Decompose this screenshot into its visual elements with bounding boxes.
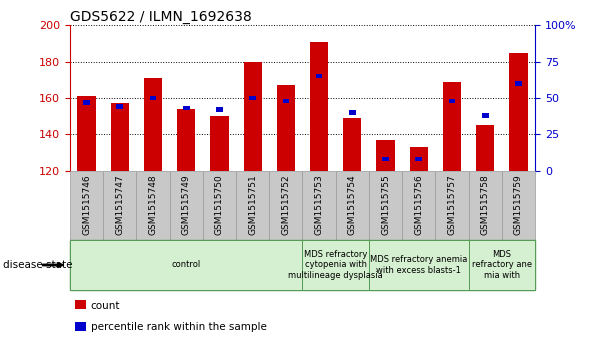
Bar [343,118,361,171]
Bar [70,171,103,240]
Bar [302,171,336,240]
Bar [316,74,322,78]
Text: GSM1515758: GSM1515758 [481,174,489,235]
Bar [382,157,389,161]
Text: count: count [91,301,120,311]
Bar [369,240,469,290]
Text: GSM1515746: GSM1515746 [82,174,91,235]
Bar [410,147,428,171]
Bar [336,171,369,240]
Text: MDS refractory anemia
with excess blasts-1: MDS refractory anemia with excess blasts… [370,255,468,275]
Bar [77,96,95,171]
Bar [469,171,502,240]
Bar [302,240,369,290]
Bar [70,240,302,290]
Bar [249,96,256,100]
Bar [75,322,86,331]
Bar [510,53,528,171]
Bar [216,107,223,112]
Bar [415,157,422,161]
Bar [83,100,90,105]
Text: percentile rank within the sample: percentile rank within the sample [91,322,267,333]
Text: GSM1515749: GSM1515749 [182,174,191,235]
Text: GSM1515757: GSM1515757 [447,174,457,235]
Text: GSM1515750: GSM1515750 [215,174,224,235]
Bar [144,78,162,171]
Bar [183,106,190,110]
Text: GSM1515751: GSM1515751 [248,174,257,235]
Bar [116,105,123,109]
Bar [502,171,535,240]
Bar [75,301,86,309]
Bar [349,110,356,115]
Bar [310,42,328,171]
Bar [244,62,262,171]
Text: GSM1515756: GSM1515756 [414,174,423,235]
Bar [177,109,195,171]
Bar [103,171,136,240]
Bar [170,171,203,240]
Bar [443,82,461,171]
Text: GSM1515747: GSM1515747 [116,174,124,235]
Bar [236,171,269,240]
Text: MDS refractory
cytopenia with
multilineage dysplasia: MDS refractory cytopenia with multilinea… [288,250,383,280]
Text: GSM1515759: GSM1515759 [514,174,523,235]
Text: GSM1515754: GSM1515754 [348,174,357,235]
Bar [269,171,302,240]
Text: MDS
refractory ane
mia with: MDS refractory ane mia with [472,250,532,280]
Bar [449,99,455,103]
Text: GDS5622 / ILMN_1692638: GDS5622 / ILMN_1692638 [70,11,252,24]
Bar [402,171,435,240]
Bar [136,171,170,240]
Text: GSM1515748: GSM1515748 [148,174,157,235]
Text: control: control [171,261,201,269]
Bar [515,81,522,86]
Text: GSM1515752: GSM1515752 [282,174,291,235]
Bar [435,171,469,240]
Bar [369,171,402,240]
Text: GSM1515753: GSM1515753 [314,174,323,235]
Bar [469,240,535,290]
Bar [482,113,488,118]
Text: GSM1515755: GSM1515755 [381,174,390,235]
Bar [277,85,295,171]
Bar [150,96,156,100]
Bar [283,99,289,103]
Bar [203,171,236,240]
Bar [376,140,395,171]
Bar [111,103,129,171]
Bar [210,116,229,171]
Bar [476,125,494,171]
Text: disease state: disease state [3,260,72,270]
